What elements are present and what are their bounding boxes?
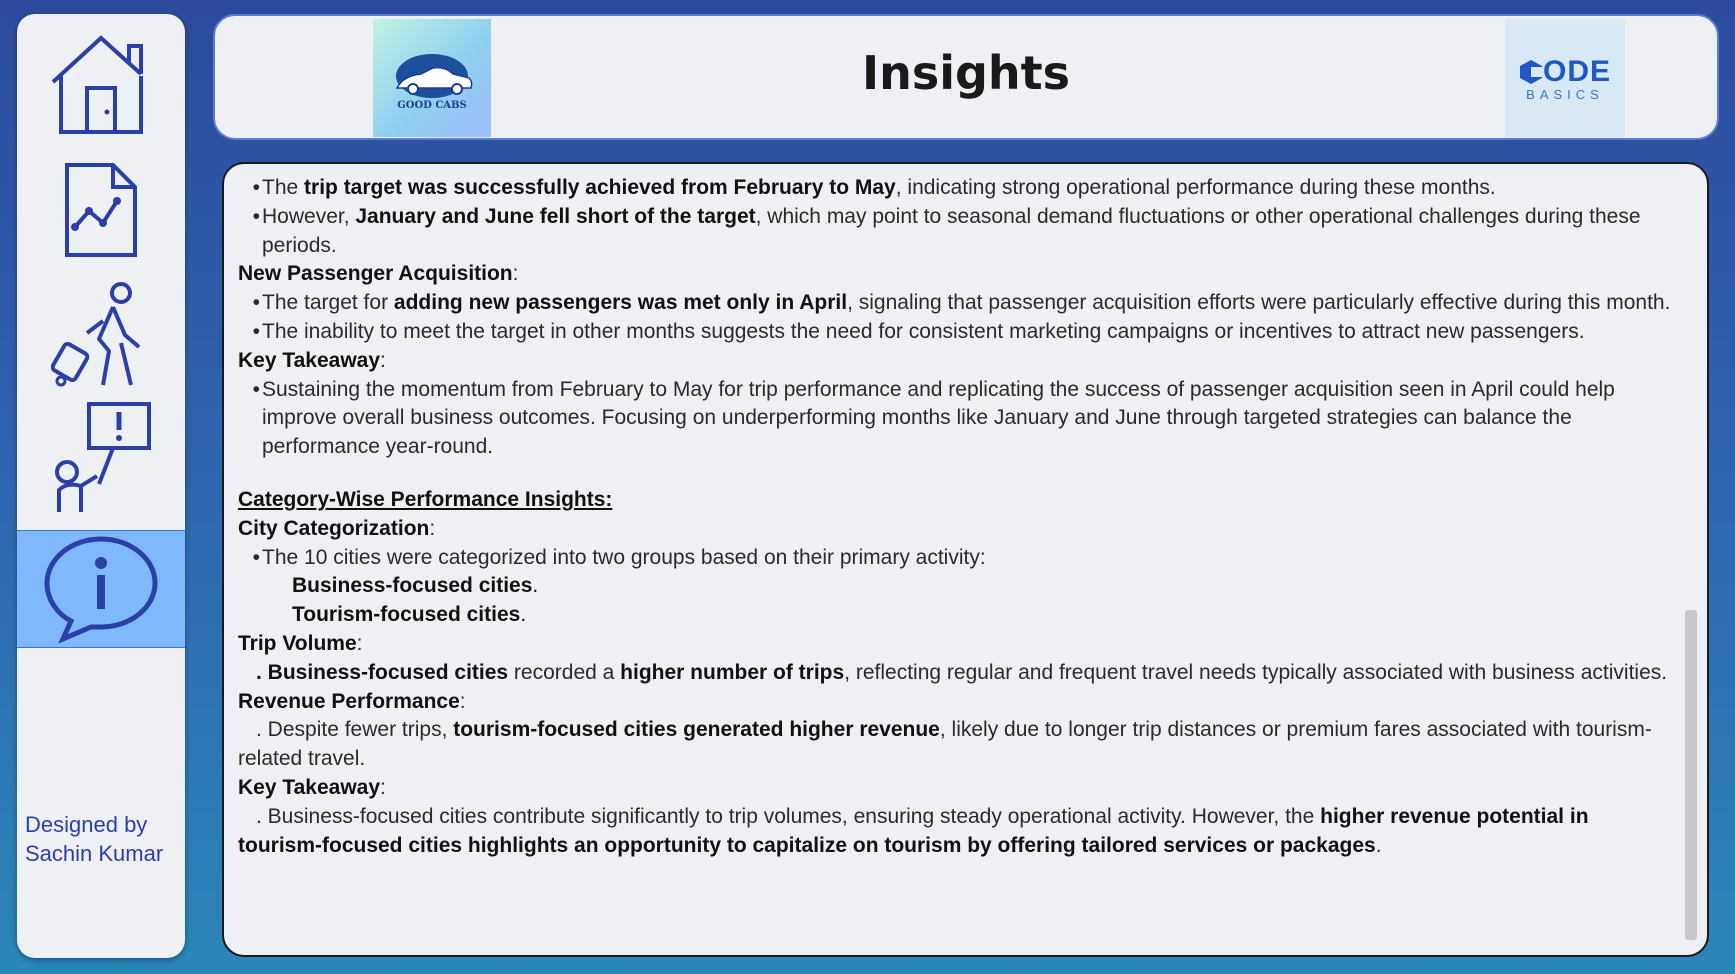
bullet-april: • The target for adding new passengers w…	[238, 289, 1678, 318]
scrollbar-thumb[interactable]	[1685, 610, 1697, 940]
designer-line2: Sachin Kumar	[25, 841, 164, 866]
paragraph-trip-volume: . Business-focused cities recorded a hig…	[256, 660, 1668, 684]
bullet-dot: •	[252, 176, 260, 199]
nav-report[interactable]	[17, 160, 185, 260]
designer-line1: Designed by	[25, 812, 148, 837]
good-cabs-logo: GOOD CABS	[373, 19, 491, 137]
nav-passenger[interactable]	[17, 276, 185, 394]
paragraph-revenue: . Despite fewer trips, tourism-focused c…	[238, 718, 1652, 771]
traveler-icon	[51, 282, 141, 387]
section-revenue-performance: Revenue Performance:	[238, 689, 466, 713]
paragraph-key-takeaway-2: . Business-focused cities contribute sig…	[238, 804, 1589, 857]
bullet-dot: •	[252, 545, 260, 569]
city-group-business: Business-focused cities.	[292, 574, 539, 598]
section-category-wise: Category-Wise Performance Insights:	[238, 487, 613, 511]
bullet-momentum: • Sustaining the momentum from February …	[238, 376, 1678, 462]
city-group-tourism: Tourism-focused cities.	[292, 603, 527, 627]
chart-document-icon	[65, 163, 137, 257]
insights-text: • The trip target was successfully achie…	[238, 174, 1678, 860]
good-cabs-logo-text: GOOD CABS	[397, 99, 467, 111]
nav-alerts[interactable]	[17, 398, 185, 516]
section-city-categorization: City Categorization:	[238, 516, 436, 540]
page-title: Insights	[861, 46, 1071, 100]
car-icon	[395, 53, 473, 98]
section-key-takeaway-2: Key Takeaway:	[238, 775, 386, 799]
section-new-passenger: New Passenger Acquisition:	[238, 262, 519, 286]
alert-sign-icon	[55, 402, 151, 512]
section-key-takeaway-1: Key Takeaway:	[238, 348, 386, 372]
header-bar: GOOD CABS Insights ODE BASICS	[213, 14, 1719, 140]
codebasics-logo-text: ODE	[1542, 54, 1611, 88]
home-icon	[51, 35, 143, 134]
designer-credit: Designed by Sachin Kumar	[25, 810, 163, 868]
bullet-dot: •	[252, 291, 260, 315]
insights-panel[interactable]: • The trip target was successfully achie…	[222, 162, 1709, 957]
codebasics-logo-sub: BASICS	[1526, 86, 1604, 102]
bullet-trip-target: • The trip target was successfully achie…	[238, 174, 1678, 203]
bullet-ten-cities: • The 10 cities were categorized into tw…	[238, 544, 1678, 573]
codebasics-logo: ODE BASICS	[1505, 19, 1625, 137]
bullet-dot: •	[252, 204, 260, 228]
bullet-other-months: • The inability to meet the target in ot…	[238, 318, 1678, 347]
bullet-shortfall: • However, January and June fell short o…	[238, 203, 1678, 261]
cube-icon	[1519, 59, 1542, 84]
codebasics-logo-main: ODE	[1519, 55, 1611, 89]
info-icon	[44, 536, 158, 644]
nav-home[interactable]	[17, 28, 185, 140]
bullet-dot: •	[252, 377, 260, 401]
nav-insights[interactable]	[17, 530, 185, 648]
sidebar: Designed by Sachin Kumar	[17, 14, 185, 958]
section-trip-volume: Trip Volume:	[238, 631, 363, 655]
bullet-dot: •	[252, 319, 260, 343]
